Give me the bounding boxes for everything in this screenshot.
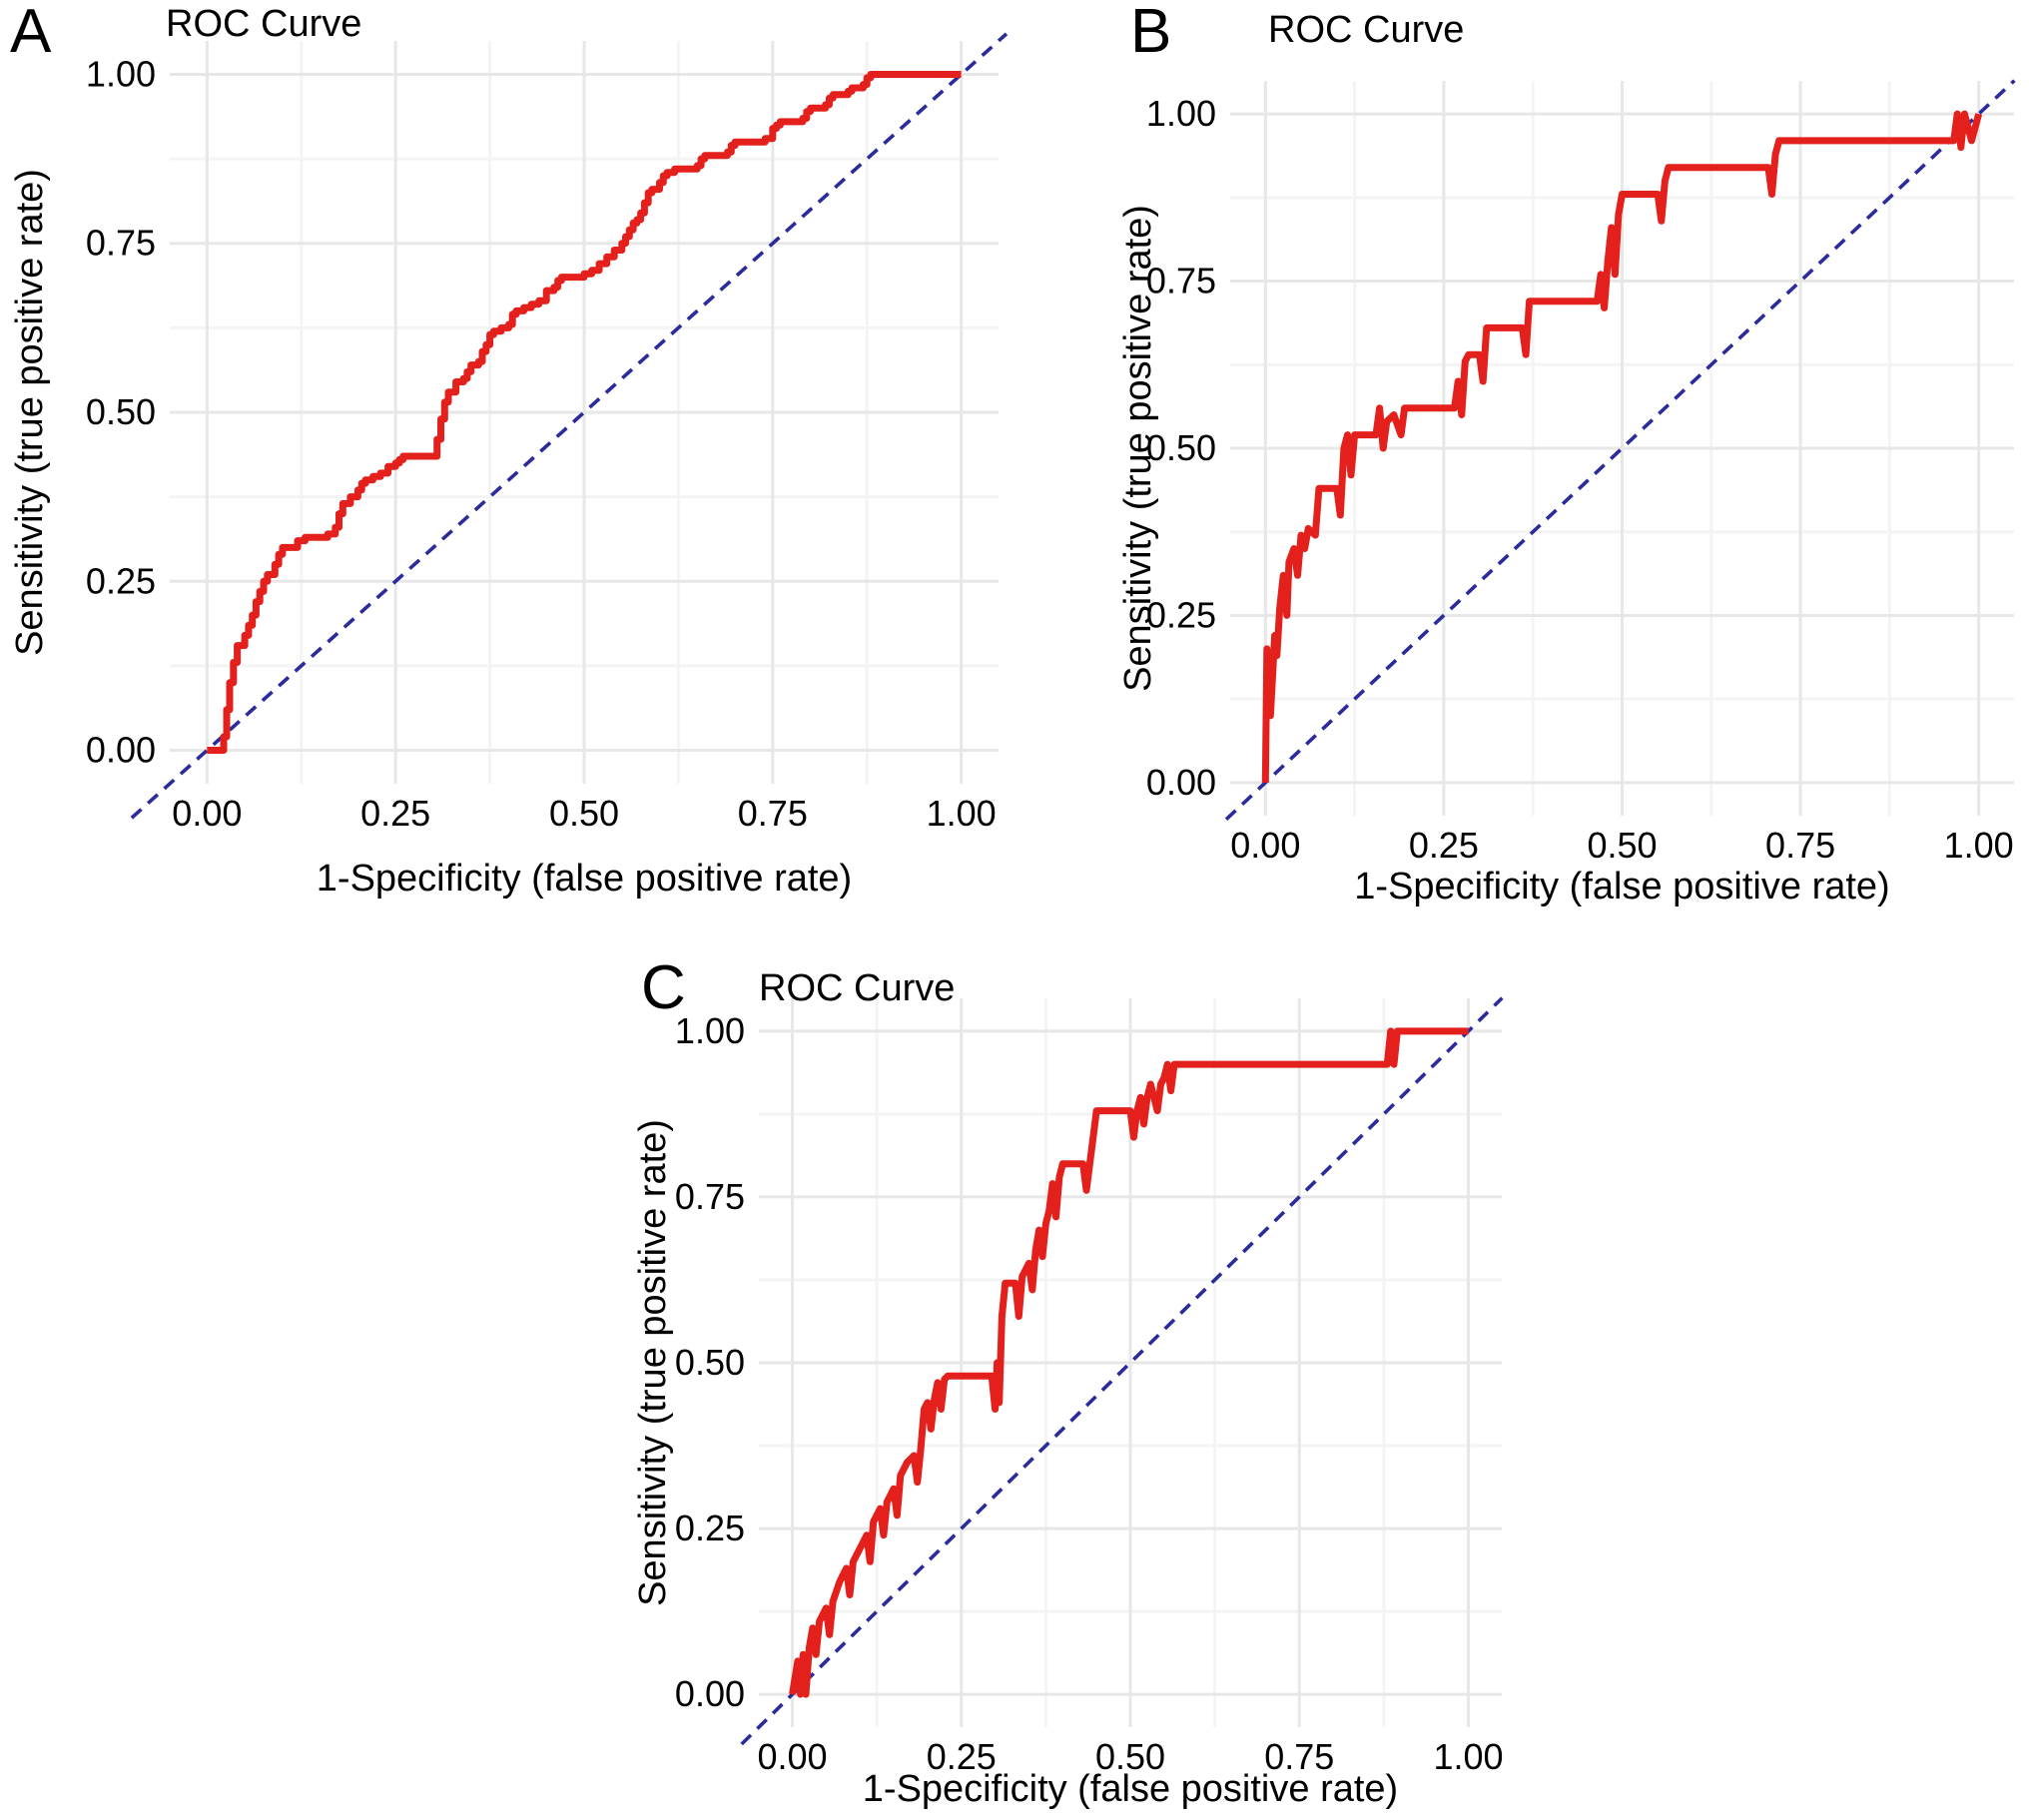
chart-title: ROC Curve <box>1268 9 1464 51</box>
roc-curve <box>789 1027 1469 1698</box>
x-axis-tick-label: 0.50 <box>1587 825 1657 866</box>
y-axis-tick-label: 1.00 <box>1146 93 1216 134</box>
x-axis-tick-label: 0.00 <box>1230 825 1300 866</box>
y-axis-tick-label: 0.25 <box>1146 594 1216 635</box>
panel-label: B <box>1130 0 1171 66</box>
roc-panel-b: 0.00 0.25 0.50 0.75 1.00 0.00 0.25 0.50 0.75 1.00… <box>1038 0 2029 909</box>
x-axis-tick-label: 1.00 <box>927 793 997 834</box>
x-axis-tick-label: 0.00 <box>172 793 242 834</box>
y-axis-title: Sensitivity (true positive rate) <box>632 1119 674 1606</box>
y-axis-tick-label: 0.25 <box>86 560 156 601</box>
chart-title: ROC Curve <box>166 3 361 45</box>
x-axis-tick-label: 0.50 <box>1095 1736 1165 1777</box>
y-axis-tick-label: 1.00 <box>675 1010 745 1051</box>
y-axis-tick-label: 0.00 <box>675 1673 745 1714</box>
panel-label: A <box>10 0 52 66</box>
x-axis-tick-label: 0.25 <box>1409 825 1479 866</box>
roc-panel-c: 0.00 0.25 0.50 0.75 1.00 0.00 0.25 0.50 0.75 1.00… <box>599 928 1608 1820</box>
y-axis-tick-label: 0.75 <box>675 1176 745 1217</box>
y-axis-tick-label: 0.75 <box>1146 261 1216 302</box>
y-axis-title: Sensitivity (true positive rate) <box>9 169 51 656</box>
y-axis-tick-label: 0.00 <box>86 730 156 771</box>
x-axis-tick-label: 1.00 <box>1433 1736 1503 1777</box>
x-axis-title: 1-Specificity (false positive rate) <box>863 1768 1398 1810</box>
x-axis-title: 1-Specificity (false positive rate) <box>317 858 852 900</box>
chance-diagonal-line <box>130 32 1009 820</box>
panel-background <box>599 928 1608 1820</box>
panel-background <box>0 0 1009 904</box>
y-axis-tick-label: 0.50 <box>86 391 156 432</box>
y-axis-tick-label: 0.00 <box>1146 762 1216 803</box>
x-axis-tick-label: 0.25 <box>927 1736 997 1777</box>
chance-diagonal-line <box>1224 79 2016 822</box>
y-axis-tick-label: 0.75 <box>86 223 156 264</box>
x-axis-tick-label: 0.50 <box>549 793 619 834</box>
y-axis-tick-label: 0.50 <box>675 1342 745 1383</box>
panel-label: C <box>641 953 686 1022</box>
roc-plot-a: 0.00 0.25 0.50 0.75 1.00 0.00 0.25 0.50 0.75 1.00… <box>0 0 1009 904</box>
chart-title: ROC Curve <box>759 967 955 1009</box>
roc-plot-b: 0.00 0.25 0.50 0.75 1.00 0.00 0.25 0.50 0.75 1.00… <box>1038 0 2029 909</box>
x-axis-tick-label: 0.75 <box>1264 1736 1334 1777</box>
chance-diagonal-line <box>740 996 1504 1746</box>
y-axis-title: Sensitivity (true positive rate) <box>1117 205 1159 692</box>
x-axis-title: 1-Specificity (false positive rate) <box>1354 866 1889 908</box>
roc-curve <box>1261 110 1983 783</box>
x-axis-tick-label: 0.75 <box>1765 825 1835 866</box>
y-axis-tick-label: 0.50 <box>1146 427 1216 468</box>
roc-curve <box>207 71 962 754</box>
x-axis-tick-label: 1.00 <box>1944 825 2014 866</box>
x-axis-tick-label: 0.00 <box>757 1736 827 1777</box>
roc-plot-c: 0.00 0.25 0.50 0.75 1.00 0.00 0.25 0.50 0.75 1.00… <box>599 928 1608 1820</box>
y-axis-tick-label: 1.00 <box>86 53 156 94</box>
y-axis-tick-label: 0.25 <box>675 1508 745 1548</box>
x-axis-tick-label: 0.75 <box>738 793 808 834</box>
roc-panel-a: 0.00 0.25 0.50 0.75 1.00 0.00 0.25 0.50 0.75 1.00… <box>0 0 1009 904</box>
x-axis-tick-label: 0.25 <box>360 793 430 834</box>
